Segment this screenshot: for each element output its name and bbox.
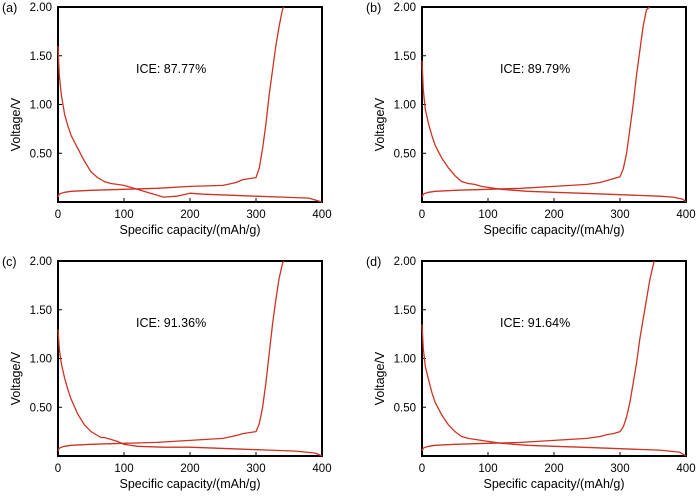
x-tick-label: 400	[676, 463, 695, 475]
discharge-curve	[421, 60, 687, 203]
charge-curve	[421, 260, 655, 452]
ice-annotation: ICE: 91.64%	[500, 316, 570, 330]
y-tick-label: 1.00	[394, 100, 416, 112]
x-tick-label: 300	[246, 463, 265, 475]
y-tick-label: 2.00	[394, 2, 416, 14]
plot-frame	[421, 6, 687, 203]
x-tick-label: 0	[55, 209, 61, 221]
discharge-curve	[57, 45, 323, 203]
x-tick-label: 200	[180, 463, 199, 475]
charge-curve	[57, 6, 285, 198]
x-tick-label: 200	[544, 209, 563, 221]
x-tick-label: 300	[246, 209, 265, 221]
y-tick-label: 1.50	[30, 51, 52, 63]
x-tick-label: 200	[180, 209, 199, 221]
x-tick-label: 100	[478, 463, 497, 475]
x-tick-label: 400	[676, 209, 695, 221]
x-tick-label: 300	[610, 209, 629, 221]
discharge-curve	[57, 329, 323, 457]
panel-label: (c)	[2, 255, 17, 269]
y-axis-label: Voltage/V	[373, 351, 387, 405]
y-tick-label: 1.50	[394, 305, 416, 317]
x-tick-label: 100	[114, 209, 133, 221]
chart-panel-d: 0 100 200 300 400 2.00 1.50 1.00 0.50 (d) Specific…	[366, 255, 696, 491]
y-tick-label: 2.00	[30, 256, 52, 268]
x-tick-label: 0	[419, 209, 425, 221]
x-axis-label: Specific capacity/(mAh/g)	[483, 477, 624, 491]
y-tick-label: 1.50	[30, 305, 52, 317]
y-tick-label: 1.00	[394, 354, 416, 366]
chart-panel-b: 0 100 200 300 400 2.00 1.50 1.00 0.50 (b) Specific…	[366, 1, 696, 237]
y-axis-label: Voltage/V	[373, 97, 387, 151]
x-tick-label: 400	[312, 209, 331, 221]
plot-frame	[57, 260, 323, 457]
y-tick-label: 2.00	[394, 256, 416, 268]
ice-annotation: ICE: 91.36%	[136, 316, 206, 330]
x-axis-label: Specific capacity/(mAh/g)	[483, 223, 624, 237]
y-tick-label: 2.00	[30, 2, 52, 14]
y-tick-label: 0.50	[394, 148, 416, 160]
ice-annotation: ICE: 89.79%	[500, 62, 570, 76]
y-axis-label: Voltage/V	[9, 97, 23, 151]
charge-curve	[57, 260, 285, 452]
x-tick-label: 100	[478, 209, 497, 221]
ice-annotation: ICE: 87.77%	[136, 62, 206, 76]
y-tick-label: 1.00	[30, 100, 52, 112]
chart-panel-c: 0 100 200 300 400 2.00 1.50 1.00 0.50 (c) Specific…	[2, 255, 332, 491]
y-tick-label: 1.50	[394, 51, 416, 63]
y-axis-label: Voltage/V	[9, 351, 23, 405]
panel-label: (b)	[366, 1, 381, 15]
x-tick-label: 300	[610, 463, 629, 475]
y-tick-label: 0.50	[30, 402, 52, 414]
x-tick-label: 0	[419, 463, 425, 475]
x-axis-label: Specific capacity/(mAh/g)	[119, 223, 260, 237]
x-tick-label: 200	[544, 463, 563, 475]
chart-panel-a: 0 100 200 300 400 2.00 1.50 1.00 0.50 (a) Specific…	[2, 1, 332, 237]
panel-label: (d)	[366, 255, 381, 269]
charge-curve	[421, 6, 651, 198]
y-tick-label: 0.50	[30, 148, 52, 160]
x-tick-label: 100	[114, 463, 133, 475]
plot-frame	[57, 6, 323, 203]
x-tick-label: 400	[312, 463, 331, 475]
plot-frame	[421, 260, 687, 457]
panel-label: (a)	[2, 1, 17, 15]
x-axis-label: Specific capacity/(mAh/g)	[119, 477, 260, 491]
discharge-curve	[421, 324, 687, 457]
y-tick-label: 1.00	[30, 354, 52, 366]
y-tick-label: 0.50	[394, 402, 416, 414]
x-tick-label: 0	[55, 463, 61, 475]
